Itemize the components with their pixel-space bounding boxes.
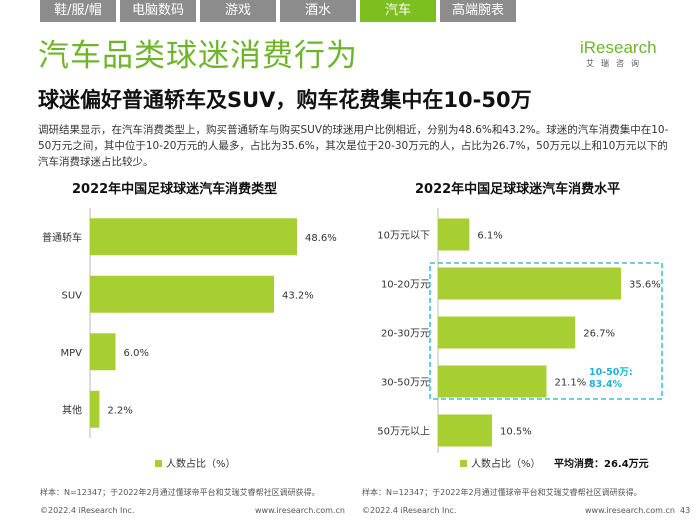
tab-2[interactable]: 游戏: [200, 0, 276, 22]
page-title: 汽车品类球迷消费行为: [38, 38, 358, 74]
bar-right: [438, 414, 492, 447]
average-label: 平均消费：26.4万元: [554, 457, 649, 470]
tick-label-right: 10万元以下: [377, 231, 430, 242]
tick-label-right: 50万元以上: [377, 426, 430, 438]
data-label-right: 6.1%: [477, 231, 502, 242]
tick-label-left: 普通轿车: [42, 231, 82, 244]
tick-label-left: 其他: [62, 403, 82, 416]
chart-title-car-type: 2022年中国足球球迷汽车消费类型: [72, 182, 278, 197]
footer-url-left: www.iresearch.com.cn: [255, 506, 345, 515]
legend-label-right: 人数占比（%）: [471, 457, 541, 470]
data-label-right: 35.6%: [629, 280, 661, 291]
tab-0[interactable]: 鞋/服/帽: [40, 0, 116, 22]
bar-left: [90, 218, 297, 256]
data-label-left: 43.2%: [282, 290, 314, 301]
bar-right: [438, 267, 621, 300]
highlight-box: [429, 262, 663, 400]
tab-1[interactable]: 电脑数码: [120, 0, 196, 22]
iresearch-logo: iResearch 艾瑞咨询: [580, 38, 660, 69]
tab-3[interactable]: 酒水: [280, 0, 356, 22]
page-number: 43: [680, 506, 691, 515]
tick-label-left: SUV: [61, 290, 82, 301]
bar-right: [438, 218, 470, 251]
tick-label-right: 10-20万元: [381, 280, 430, 291]
data-label-right: 21.1%: [554, 378, 586, 389]
bar-right: [438, 316, 576, 349]
legend-swatch-left: [155, 460, 162, 467]
annotation-value: 83.4%: [589, 379, 622, 390]
tab-5[interactable]: 高端腕表: [440, 0, 516, 22]
bar-left: [90, 275, 274, 313]
footer-url-right: www.iresearch.com.cn: [585, 506, 675, 515]
category-tabs: 鞋/服/帽 电脑数码 游戏 酒水 汽车 高端腕表: [40, 0, 516, 22]
data-label-left: 48.6%: [305, 233, 337, 244]
data-label-left: 2.2%: [107, 405, 132, 416]
bar-left: [90, 390, 100, 428]
data-label-right: 10.5%: [500, 427, 532, 438]
tick-label-right: 30-50万元: [381, 378, 430, 389]
bar-left: [90, 333, 116, 371]
data-label-right: 26.7%: [583, 329, 615, 340]
sample-note-right: 样本：N=12347；于2022年2月通过懂球帝平台和艾瑞艾睿帮社区调研获得。: [362, 488, 642, 497]
description-text: 调研结果显示，在汽车消费类型上，购买普通轿车与购买SUV的球迷用户比例相近，分别…: [38, 124, 669, 168]
page-subtitle: 球迷偏好普通轿车及SUV，购车花费集中在10-50万: [38, 88, 532, 112]
tick-label-right: 20-30万元: [381, 329, 430, 340]
bar-right: [438, 365, 547, 398]
legend-swatch-right: [460, 460, 467, 467]
footer-copyright-right: ©2022.4 iResearch Inc.: [362, 506, 457, 515]
logo-brand-zh: 艾瑞咨询: [586, 59, 646, 68]
logo-brand: iResearch: [580, 38, 657, 57]
tab-4[interactable]: 汽车: [360, 0, 436, 22]
tick-label-left: MPV: [61, 348, 83, 359]
footer-copyright-left: ©2022.4 iResearch Inc.: [40, 506, 135, 515]
data-label-left: 6.0%: [124, 348, 149, 359]
annotation-label: 10-50万:: [589, 367, 633, 378]
chart-title-spend-level: 2022年中国足球球迷汽车消费水平: [415, 182, 621, 197]
sample-note-left: 样本：N=12347；于2022年2月通过懂球帝平台和艾瑞艾睿帮社区调研获得。: [40, 488, 320, 497]
legend-label-left: 人数占比（%）: [166, 457, 236, 470]
